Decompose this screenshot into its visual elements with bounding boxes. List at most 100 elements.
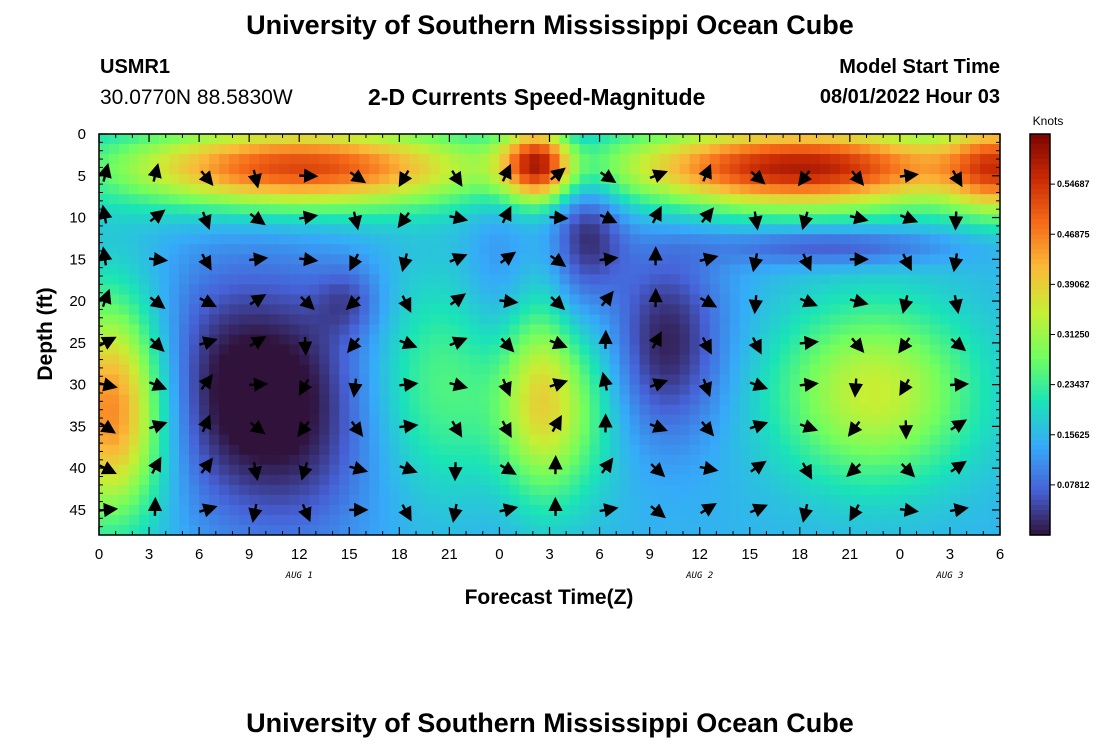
heatmap-cell [209, 184, 220, 195]
heatmap-cell [509, 264, 521, 275]
heatmap-cell [339, 174, 350, 185]
colorbar-ticks: 0.078120.156250.234370.312500.390620.468… [1050, 179, 1090, 490]
heatmap-cell [279, 404, 290, 416]
heatmap-cell [989, 204, 1000, 215]
heatmap-cell [629, 384, 641, 396]
heatmap-cell [479, 394, 491, 406]
heatmap-cell [279, 204, 290, 215]
heatmap-cell [629, 394, 641, 406]
current-vector-arrow [548, 414, 562, 433]
current-vector-arrow [448, 503, 463, 523]
heatmap-cell [139, 234, 150, 245]
heatmap-cell [99, 434, 110, 446]
heatmap-cell [589, 194, 601, 205]
heatmap-cell [959, 434, 971, 446]
heatmap-cell [599, 404, 611, 416]
heatmap-cell [509, 494, 521, 506]
heatmap-cell [699, 194, 711, 205]
heatmap-cell [469, 304, 481, 316]
heatmap-cell [879, 254, 891, 265]
heatmap-cell [589, 344, 601, 356]
heatmap-cell [269, 384, 280, 396]
heatmap-cell [789, 464, 801, 476]
heatmap-cell [339, 424, 350, 436]
heatmap-cell [989, 474, 1000, 486]
heatmap-cell [589, 144, 601, 155]
heatmap-cell [559, 334, 571, 346]
heatmap-cell [299, 134, 310, 145]
current-vector-arrow [848, 378, 864, 398]
heatmap-cell [289, 234, 300, 245]
heatmap-cell [209, 274, 220, 285]
heatmap-cell [599, 134, 611, 145]
heatmap-cell [129, 224, 140, 235]
heatmap-cell [839, 134, 851, 145]
heatmap-cell [989, 374, 1000, 386]
heatmap-cell [229, 134, 240, 145]
heatmap-cell [369, 324, 380, 336]
heatmap-cell [459, 494, 471, 506]
heatmap-cell [149, 524, 160, 535]
current-vector-arrow [598, 371, 613, 391]
heatmap-cell [629, 244, 641, 255]
heatmap-cell [649, 164, 661, 175]
heatmap-cell [269, 244, 280, 255]
heatmap-cell [789, 514, 801, 526]
heatmap-cell [939, 334, 951, 346]
heatmap-cell [749, 474, 761, 486]
heatmap-cell [849, 404, 861, 416]
heatmap-cell [349, 324, 360, 336]
heatmap-cell [619, 464, 631, 476]
heatmap-cell [129, 314, 140, 326]
heatmap-cell [959, 424, 971, 436]
heatmap-cell [269, 324, 280, 336]
heatmap-cell [399, 284, 410, 296]
heatmap-cell [269, 474, 280, 486]
heatmap-cell [859, 424, 871, 436]
heatmap-cell [329, 424, 340, 436]
heatmap-cell [859, 174, 871, 185]
heatmap-cell [629, 434, 641, 446]
heatmap-cell [249, 274, 260, 285]
heatmap-cell [239, 154, 250, 165]
heatmap-cell [529, 454, 541, 466]
heatmap-cell [429, 434, 440, 446]
footer-title: University of Southern Mississippi Ocean… [246, 708, 854, 738]
heatmap-cell [239, 424, 250, 436]
current-vector-arrow [345, 295, 362, 311]
heatmap-cell [479, 364, 491, 376]
current-vector-arrow [749, 377, 769, 391]
heatmap-cell [119, 204, 130, 215]
heatmap-cell [819, 324, 831, 336]
heatmap-cell [909, 164, 921, 175]
heatmap-cell [639, 304, 651, 316]
heatmap-cell [979, 234, 991, 245]
heatmap-cell [859, 504, 871, 516]
heatmap-cell [439, 294, 450, 306]
heatmap-cell [809, 524, 821, 535]
heatmap-cell [819, 424, 831, 436]
heatmap-cell [989, 384, 1000, 396]
heatmap-cell [659, 504, 671, 516]
current-vector-arrow [499, 251, 517, 266]
heatmap-cell [469, 194, 481, 205]
heatmap-cell [139, 354, 150, 366]
heatmap-cell [239, 344, 250, 356]
heatmap-cell [709, 494, 721, 506]
heatmap-cell [169, 144, 180, 155]
heatmap-cell [669, 504, 681, 516]
heatmap-cell [319, 494, 330, 506]
heatmap-cell [659, 264, 671, 275]
heatmap-cell [969, 254, 981, 265]
heatmap-cell [99, 244, 110, 255]
heatmap-cell [909, 384, 921, 396]
heatmap-cell [329, 214, 340, 225]
heatmap-cell [789, 254, 801, 265]
heatmap-cell [859, 184, 871, 195]
heatmap-cell [879, 444, 891, 456]
heatmap-cell [269, 394, 280, 406]
heatmap-cell [579, 274, 591, 285]
heatmap-cell [309, 224, 320, 235]
heatmap-cell [839, 174, 851, 185]
heatmap-cell [669, 244, 681, 255]
